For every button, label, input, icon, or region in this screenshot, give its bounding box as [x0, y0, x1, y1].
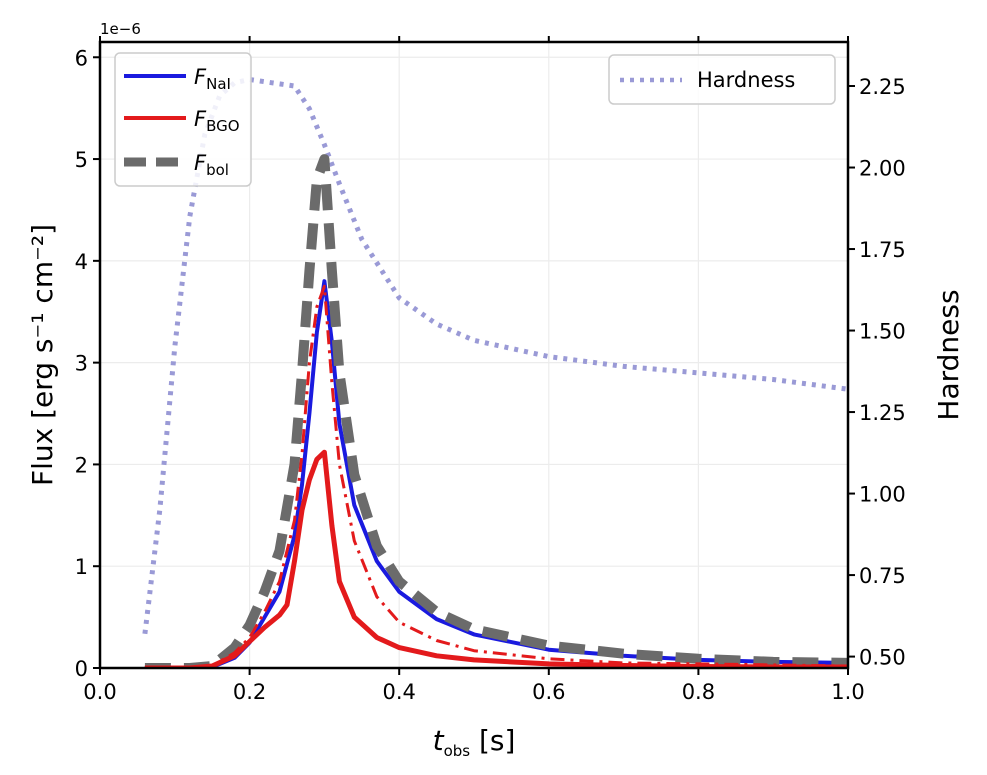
x-axis-label-sub: obs	[444, 742, 471, 760]
y-tick-label: 0	[75, 657, 88, 681]
legend-nai-sub: NaI	[206, 75, 231, 93]
series-line-f-bgo	[144, 449, 848, 668]
y2-tick-label: 1.25	[859, 401, 906, 425]
legend-nai-main: F	[194, 65, 207, 89]
x-axis-label-unit: [s]	[479, 724, 515, 757]
legend-bol-main: F	[194, 151, 207, 175]
x-tick-label: 0.6	[532, 680, 565, 704]
y2-axis-label: Hardness	[932, 289, 965, 420]
y-tick-label: 5	[75, 148, 88, 172]
plot-frame	[98, 40, 850, 670]
legend-right: Hardness	[608, 54, 836, 105]
legend-label-nai: FNaI	[194, 65, 231, 93]
x-axis: 0.0 0.2 0.4 0.6 0.8 1.0	[83, 36, 865, 704]
y-offset-text: 1e−6	[100, 20, 141, 38]
y-axis: 0 1 2 3 4 5 6	[75, 46, 100, 681]
legend-bgo-main: F	[194, 107, 207, 131]
y-tick-label: 2	[75, 453, 88, 477]
x-axis-label-main: t	[433, 724, 445, 757]
x-tick-label: 0.2	[233, 680, 266, 704]
x-axis-label-space	[470, 724, 479, 757]
x-tick-label: 0.4	[382, 680, 415, 704]
y2-tick-label: 1.50	[859, 320, 906, 344]
y2-axis: 0.50 0.75 1.00 1.25 1.50 1.75 2.00 2.25	[848, 75, 906, 670]
y2-tick-label: 0.75	[859, 564, 906, 588]
x-tick-label: 0.0	[83, 680, 116, 704]
y2-tick-label: 0.50	[859, 646, 906, 670]
legend-label-bgo: FBGO	[194, 107, 240, 135]
legend-bgo-sub: BGO	[206, 117, 239, 135]
series-line-f-bol-dash-dot-red-	[144, 284, 848, 668]
y-tick-label: 3	[75, 352, 88, 376]
legend-bol-sub: bol	[206, 161, 229, 179]
y-axis-label: Flux [erg s⁻¹ cm⁻²]	[26, 224, 59, 486]
grid	[99, 42, 849, 669]
legend-right-box	[608, 54, 836, 105]
series-line-f-bol	[144, 154, 848, 668]
x-tick-label: 1.0	[831, 680, 864, 704]
y2-tick-label: 2.00	[859, 157, 906, 181]
legend-label-hardness: Hardness	[697, 68, 795, 92]
y-tick-label: 4	[75, 250, 88, 274]
x-axis-label: tobs [s]	[433, 724, 516, 760]
y-tick-label: 1	[75, 555, 88, 579]
legend-left: FNaI FBGO Fbol	[114, 52, 252, 187]
y2-tick-label: 1.75	[859, 238, 906, 262]
y2-tick-label: 2.25	[859, 75, 906, 99]
legend-label-bol: Fbol	[194, 151, 229, 179]
y-tick-label: 6	[75, 46, 88, 70]
x-tick-label: 0.8	[682, 680, 715, 704]
y2-tick-label: 1.00	[859, 483, 906, 507]
